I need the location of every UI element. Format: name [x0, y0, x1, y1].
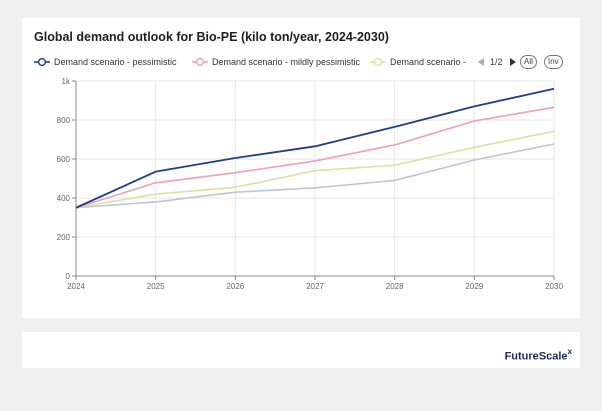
x-tick-label: 2030: [545, 282, 563, 291]
series-line: [75, 143, 555, 209]
series-line: [75, 87, 555, 209]
y-tick-label: 600: [57, 155, 71, 164]
select-all-button[interactable]: All: [520, 55, 537, 69]
legend-marker-icon: [192, 57, 208, 67]
y-tick-label: 200: [57, 233, 71, 242]
legend-items: Demand scenario - pessimistic Demand sce…: [34, 55, 468, 69]
line-chart: 0 200 400 600 800 1k 2024 2025 2026 2027 2028 2029 2…: [57, 77, 564, 291]
brand-name: FutureScale: [504, 350, 568, 363]
legend-label: Demand scenario - mi: [390, 57, 468, 67]
series-line: [75, 106, 555, 209]
footer-bar: FutureScalex: [22, 332, 580, 368]
chart-title: Global demand outlook for Bio-PE (kilo t…: [34, 30, 389, 44]
x-tick-label: 2028: [386, 282, 404, 291]
x-tick-label: 2029: [465, 282, 483, 291]
x-tick-label: 2025: [147, 282, 165, 291]
legend-marker-icon: [34, 57, 50, 67]
y-tick-label: 400: [57, 194, 71, 203]
prev-page-icon[interactable]: [478, 58, 484, 66]
chart-card: Global demand outlook for Bio-PE (kilo t…: [22, 18, 580, 318]
brand-logo: FutureScalex: [504, 347, 572, 363]
legend-marker-icon: [370, 57, 386, 67]
legend-label: Demand scenario - mildly pessimistic: [212, 57, 361, 67]
y-tick-label: 800: [57, 116, 71, 125]
legend-page-indicator: 1/2: [490, 57, 503, 67]
invert-selection-button[interactable]: Inv: [544, 55, 563, 69]
next-page-icon[interactable]: [510, 58, 516, 66]
brand-mark: x: [567, 347, 572, 356]
y-tick-label: 1k: [62, 77, 71, 86]
x-tick-label: 2027: [306, 282, 324, 291]
x-tick-label: 2026: [226, 282, 244, 291]
legend-label: Demand scenario - pessimistic: [54, 57, 177, 67]
y-tick-label: 0: [66, 272, 71, 281]
chart-legend: Demand scenario - pessimistic Demand sce…: [34, 55, 574, 69]
x-tick-label: 2024: [67, 282, 85, 291]
series-line: [75, 130, 555, 209]
